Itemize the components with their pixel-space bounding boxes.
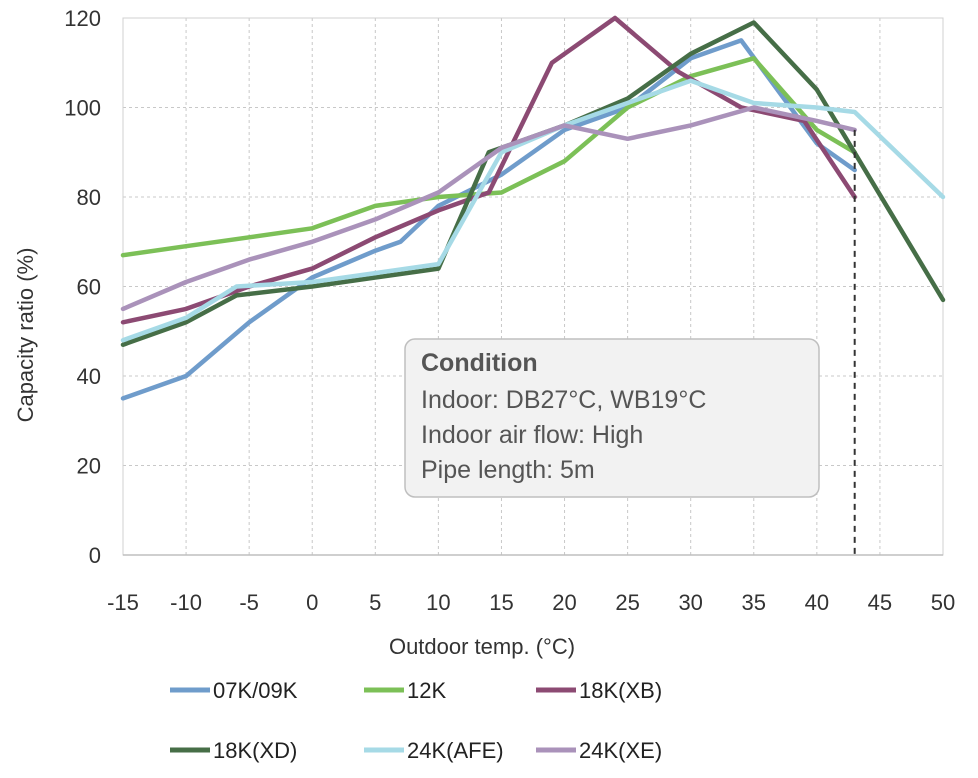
condition-line-3: Pipe length: 5m xyxy=(421,456,595,484)
condition-line-2: Indoor air flow: High xyxy=(421,421,643,449)
series-line-2 xyxy=(120,56,857,258)
legend: 07K/09K 12K 18K(XB) 18K(XD) 24K(AFE) 24K(XE) xyxy=(170,678,662,763)
y-tick-label: 120 xyxy=(64,6,101,31)
series-line-4 xyxy=(120,20,946,347)
x-tick-label: 30 xyxy=(678,590,702,615)
x-tick-label: 0 xyxy=(306,590,318,615)
x-tick-label: -15 xyxy=(107,590,139,615)
condition-box xyxy=(404,338,820,498)
x-tick-label: 20 xyxy=(552,590,576,615)
legend-label: 24K(AFE) xyxy=(407,738,504,763)
x-tick-label: 25 xyxy=(615,590,639,615)
x-axis-title: Outdoor temp. (°C) xyxy=(389,634,575,659)
x-tick-label: 35 xyxy=(742,590,766,615)
series-lines xyxy=(120,15,946,401)
legend-label: 18K(XB) xyxy=(579,678,662,703)
x-tick-label: 15 xyxy=(489,590,513,615)
y-tick-label: 40 xyxy=(77,364,101,389)
x-tick-label: 40 xyxy=(805,590,829,615)
tick-labels: -15 -10 -5 0 5 10 15 20 25 30 35 40 45 50 0 20 40 60 80 100… xyxy=(64,6,955,615)
y-tick-label: 60 xyxy=(77,275,101,300)
y-tick-label: 0 xyxy=(89,543,101,568)
x-tick-label: -10 xyxy=(170,590,202,615)
y-tick-label: 100 xyxy=(64,96,101,121)
series-line-6 xyxy=(120,105,857,312)
x-tick-label: -5 xyxy=(239,590,259,615)
y-axis-title: Capacity ratio (%) xyxy=(13,248,38,423)
x-tick-label: 5 xyxy=(369,590,381,615)
legend-label: 18K(XD) xyxy=(213,738,297,763)
condition-title: Condition xyxy=(421,349,538,377)
x-tick-label: 50 xyxy=(931,590,955,615)
condition-line-1: Indoor: DB27°C, WB19°C xyxy=(421,386,706,414)
condition-annotation: Condition Indoor: DB27°C, WB19°C Indoor … xyxy=(404,338,820,498)
y-tick-label: 20 xyxy=(77,454,101,479)
legend-label: 12K xyxy=(407,678,446,703)
x-tick-label: 45 xyxy=(868,590,892,615)
axes xyxy=(122,17,944,556)
x-tick-label: 10 xyxy=(426,590,450,615)
y-tick-label: 80 xyxy=(77,185,101,210)
legend-label: 07K/09K xyxy=(213,678,298,703)
legend-label: 24K(XE) xyxy=(579,738,662,763)
